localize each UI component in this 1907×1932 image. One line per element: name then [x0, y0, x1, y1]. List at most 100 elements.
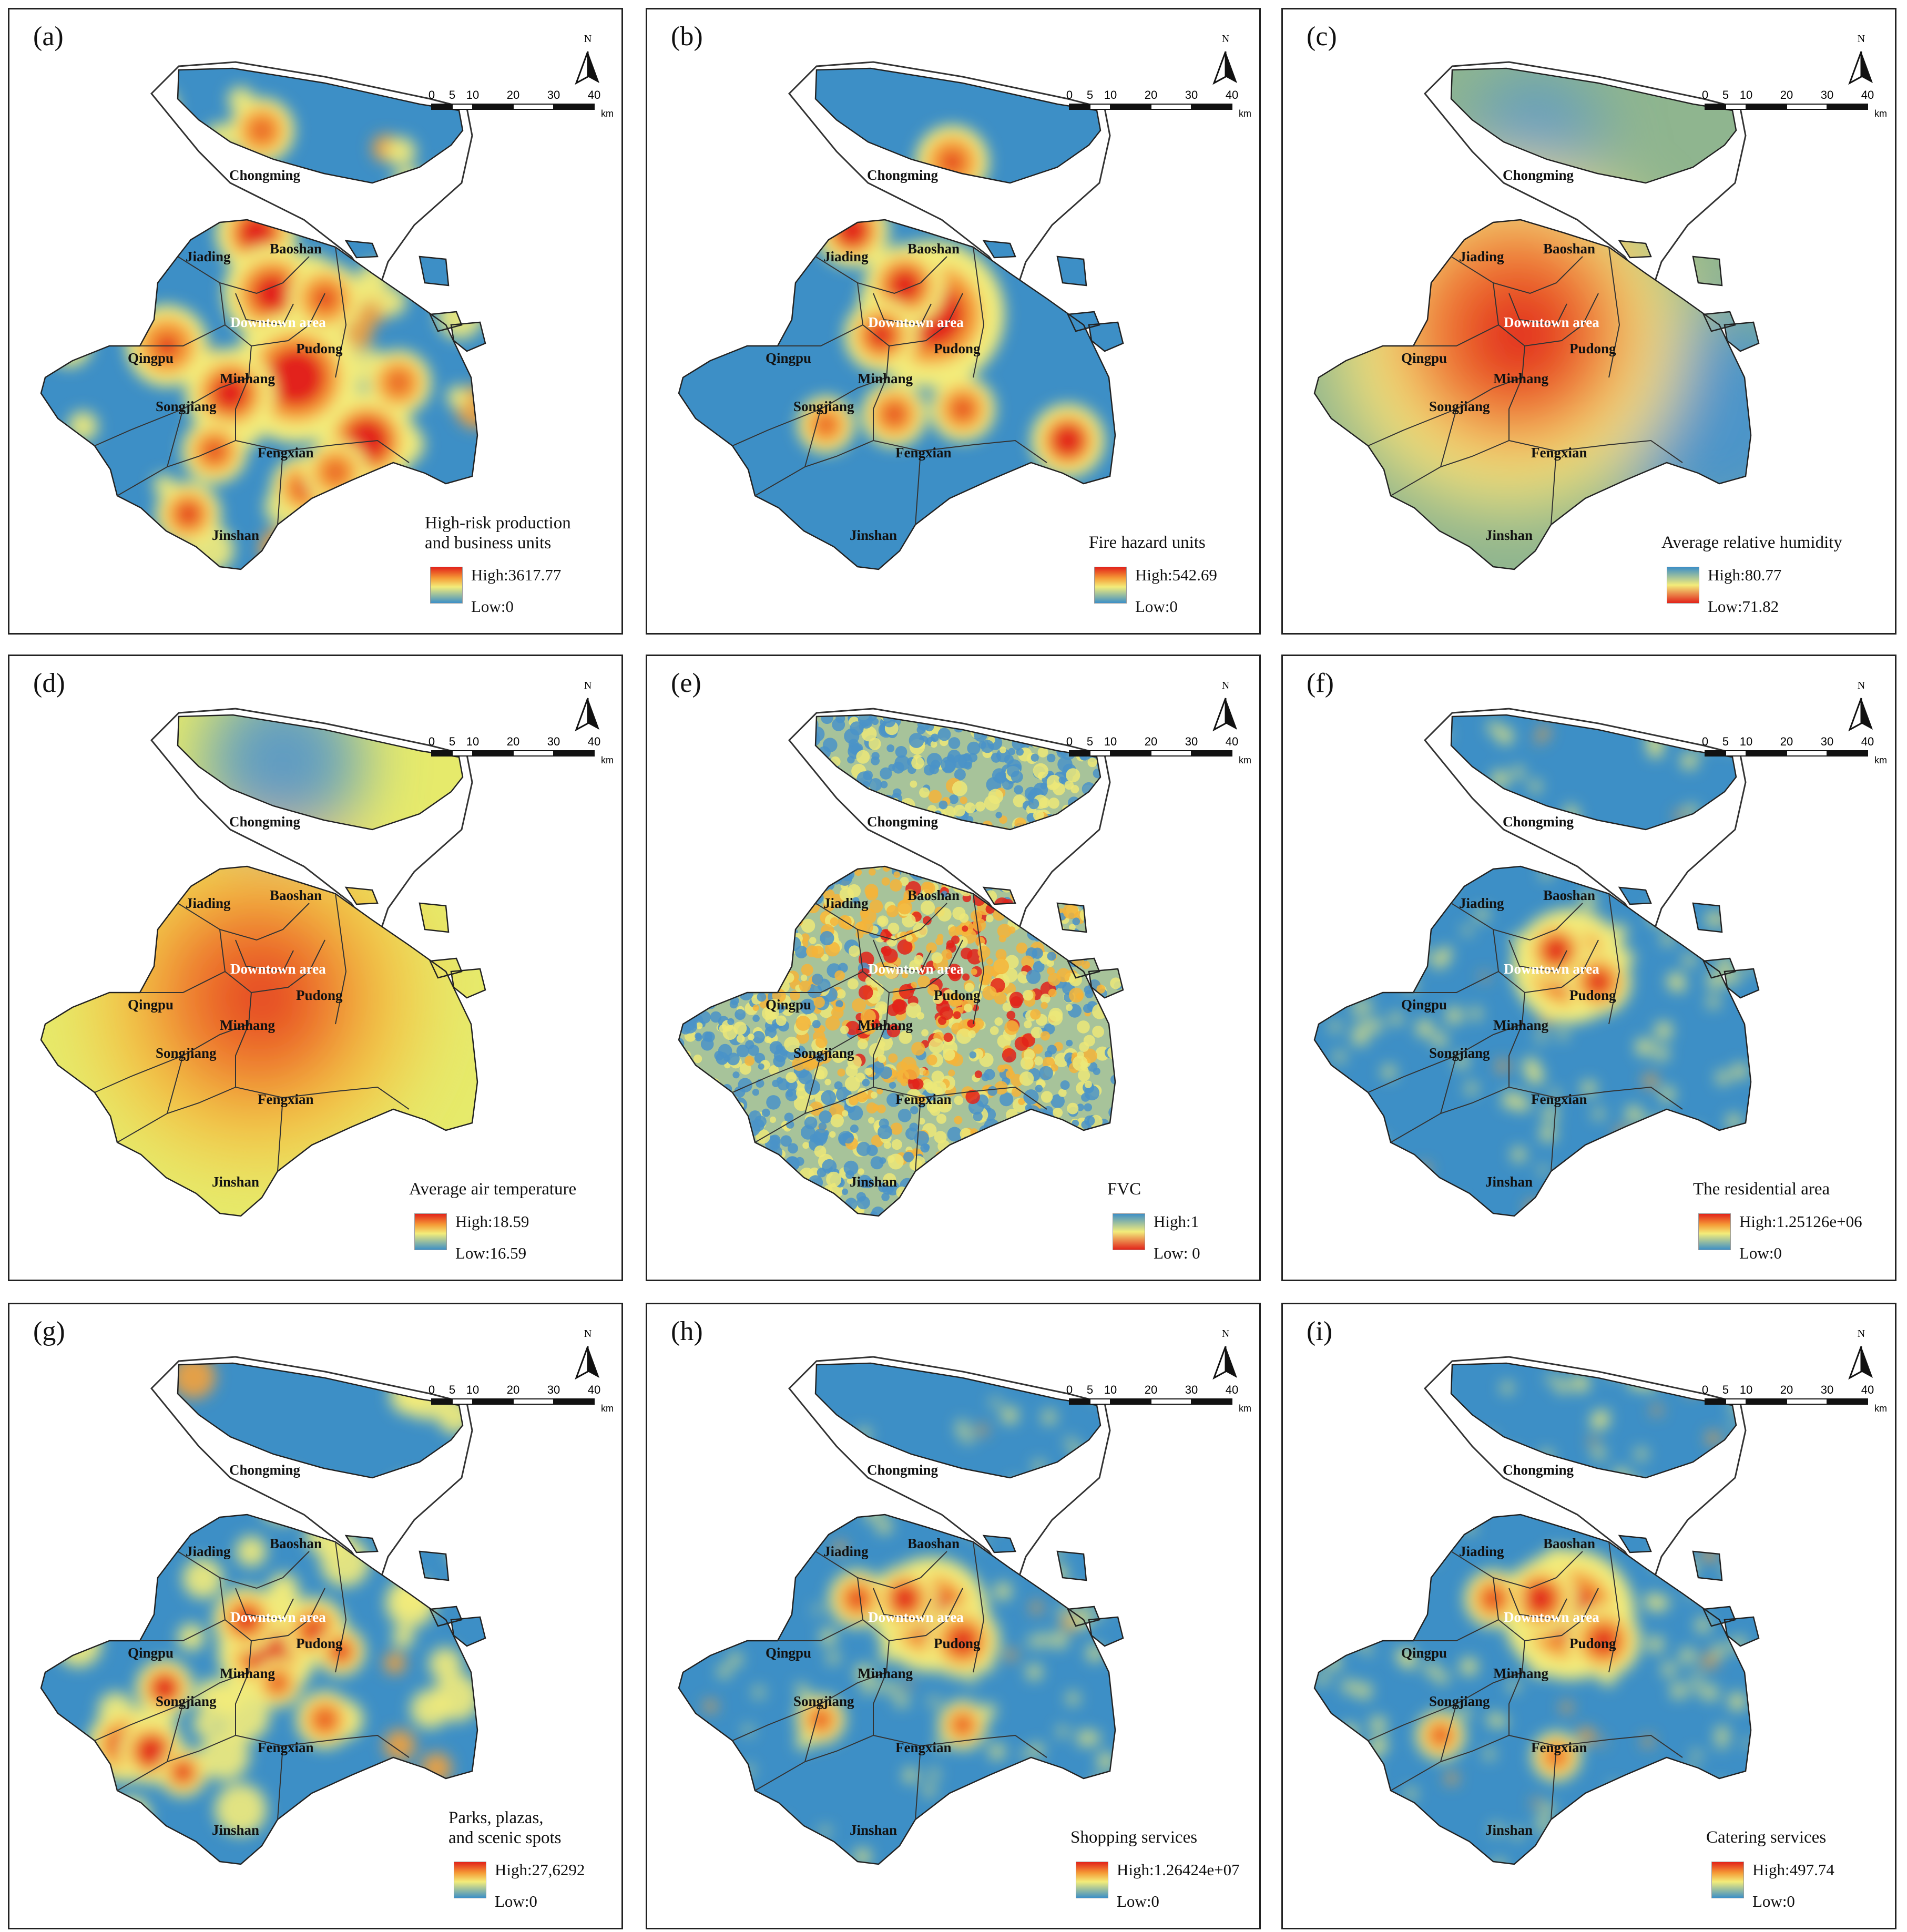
district-label: Jiading	[186, 249, 231, 264]
district-label: Qingpu	[766, 1645, 812, 1661]
district-label: Jinshan	[1485, 1174, 1533, 1190]
map-d	[40, 708, 486, 1217]
legend-gradient	[430, 567, 463, 604]
district-label: Songjiang	[1429, 1045, 1490, 1061]
district-label: Fengxian	[895, 1091, 952, 1107]
legend-title: High-risk production and business units	[425, 514, 571, 553]
svg-text:0: 0	[429, 1383, 435, 1396]
map-panel-h: (h) N 0 5 10 20 30 40 km Chongming Jiading Baosha…	[646, 1303, 1261, 1929]
district-label: Pudong	[296, 987, 343, 1003]
svg-text:0: 0	[1702, 1383, 1708, 1396]
scale-bar: 0 5 10 20 30 40 km	[1701, 83, 1887, 130]
legend-title: Shopping services	[1070, 1828, 1198, 1847]
district-label: Pudong	[1569, 1635, 1616, 1651]
svg-text:20: 20	[507, 1383, 519, 1396]
legend-low: Low:0	[1135, 597, 1178, 616]
district-label: Jiading	[1459, 249, 1504, 264]
district-label: Baoshan	[907, 1536, 960, 1551]
district-label: Fengxian	[895, 1740, 952, 1755]
map-c	[1313, 61, 1760, 570]
district-label: Qingpu	[1401, 350, 1447, 366]
legend-title: Fire hazard units	[1089, 533, 1206, 552]
district-label: Songjiang	[156, 1045, 217, 1061]
legend-gradient	[1698, 1213, 1731, 1250]
district-label: Baoshan	[270, 1536, 322, 1551]
north-arrow-icon: N	[1840, 1325, 1882, 1388]
district-label: Jinshan	[1485, 1822, 1533, 1838]
map-panel-i: (i) N 0 5 10 20 30 40 km Chongming Jiading Baosha…	[1281, 1303, 1896, 1929]
svg-text:30: 30	[1185, 735, 1198, 748]
svg-text:km: km	[1874, 755, 1887, 765]
svg-text:10: 10	[1104, 735, 1117, 748]
legend-low: Low:16.59	[455, 1244, 527, 1262]
district-label: Jiading	[823, 1543, 869, 1559]
map-g	[40, 1356, 486, 1865]
svg-text:20: 20	[1145, 88, 1157, 101]
north-arrow-icon: N	[1840, 677, 1882, 740]
legend-title: Parks, plazas, and scenic spots	[448, 1808, 562, 1847]
svg-text:30: 30	[1185, 1383, 1198, 1396]
legend-high: High:1.25126e+06	[1739, 1212, 1862, 1231]
legend-title: Average relative humidity	[1661, 533, 1842, 552]
svg-text:40: 40	[588, 735, 600, 748]
svg-text:km: km	[1239, 755, 1251, 765]
map-a	[40, 61, 486, 570]
legend-low: Low: 0	[1154, 1244, 1200, 1262]
district-label: Minhang	[1493, 371, 1549, 386]
svg-text:5: 5	[449, 1383, 455, 1396]
svg-text:40: 40	[1226, 735, 1238, 748]
district-label: Pudong	[296, 341, 343, 356]
svg-text:10: 10	[466, 735, 479, 748]
svg-text:20: 20	[1145, 735, 1157, 748]
svg-text:km: km	[601, 755, 614, 765]
svg-text:40: 40	[588, 1383, 600, 1396]
map-b	[678, 61, 1124, 570]
district-label: Chongming	[867, 814, 939, 830]
district-label: Qingpu	[128, 997, 174, 1013]
district-label: Pudong	[1569, 341, 1616, 356]
legend-title: Average air temperature	[409, 1180, 577, 1199]
svg-text:10: 10	[466, 1383, 479, 1396]
district-label: Fengxian	[258, 1091, 314, 1107]
svg-text:20: 20	[1145, 1383, 1157, 1396]
svg-text:20: 20	[1780, 88, 1793, 101]
svg-text:5: 5	[1722, 88, 1729, 101]
svg-text:5: 5	[1087, 1383, 1093, 1396]
svg-text:30: 30	[547, 735, 560, 748]
district-label: Fengxian	[258, 1740, 314, 1755]
legend-low: Low:0	[1117, 1892, 1159, 1910]
district-label: Minhang	[1493, 1665, 1549, 1681]
district-label: Jiading	[823, 895, 869, 911]
map-panel-a: (a) N 0 5 10 20 30 40 km Chongming Jiading Baosha…	[8, 8, 623, 635]
district-label: Chongming	[229, 814, 301, 830]
district-label: Chongming	[1503, 814, 1574, 830]
svg-text:0: 0	[429, 88, 435, 101]
panel-label: (a)	[33, 22, 64, 52]
district-label: Jiading	[186, 1543, 231, 1559]
district-label: Minhang	[220, 371, 276, 386]
district-label: Jiading	[1459, 1543, 1504, 1559]
svg-text:20: 20	[1780, 1383, 1793, 1396]
svg-text:5: 5	[1722, 1383, 1729, 1396]
panel-label: (f)	[1307, 668, 1334, 698]
svg-text:10: 10	[1104, 88, 1117, 101]
svg-text:30: 30	[547, 1383, 560, 1396]
district-label: Baoshan	[270, 241, 322, 257]
district-label: Fengxian	[1531, 1091, 1587, 1107]
svg-text:N: N	[1222, 680, 1229, 691]
svg-text:40: 40	[588, 88, 600, 101]
district-label: Jinshan	[850, 1174, 898, 1190]
scale-bar: 0 5 10 20 30 40 km	[427, 83, 614, 130]
svg-text:20: 20	[507, 88, 519, 101]
district-label: Fengxian	[1531, 445, 1587, 461]
district-label: Chongming	[867, 167, 939, 183]
district-label: Jiading	[1459, 895, 1504, 911]
panel-label: (c)	[1307, 22, 1337, 52]
district-label: Jinshan	[212, 1822, 260, 1838]
svg-text:0: 0	[429, 735, 435, 748]
svg-text:40: 40	[1861, 88, 1874, 101]
map-panel-f: (f) N 0 5 10 20 30 40 km Chongming Jiading Baosha…	[1281, 655, 1896, 1281]
district-label: Downtown area	[230, 961, 326, 977]
panel-label: (e)	[671, 668, 701, 698]
district-label: Downtown area	[868, 961, 964, 977]
